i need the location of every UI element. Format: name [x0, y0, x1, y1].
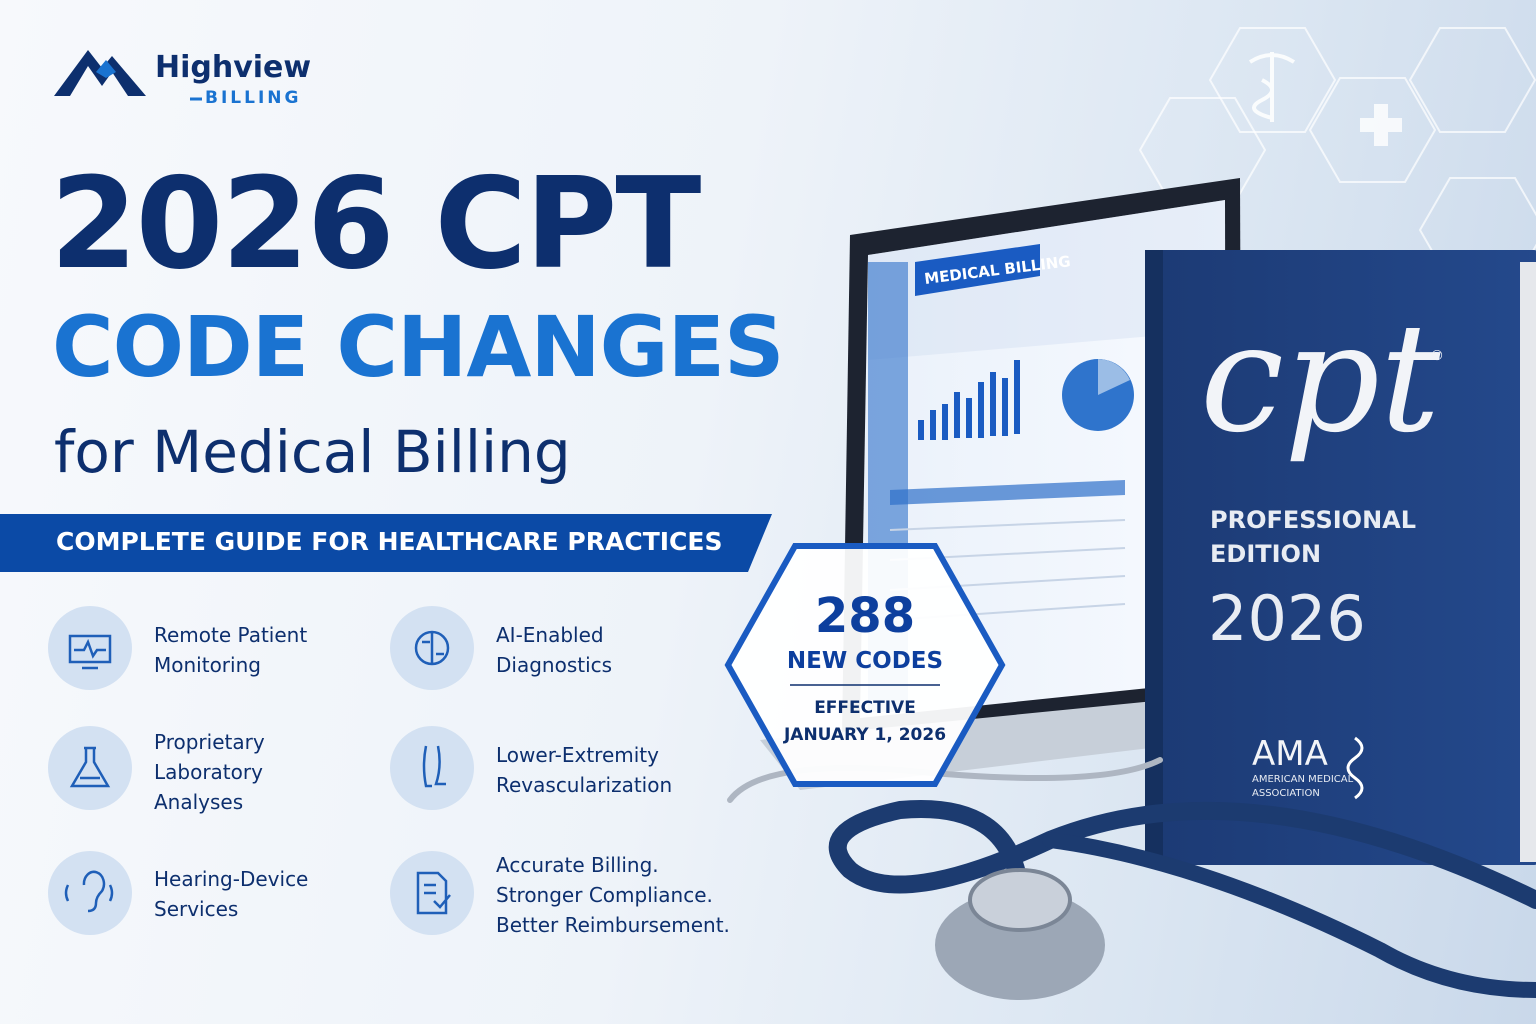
feature-text: Analyses [154, 790, 244, 814]
badge-label: NEW CODES [787, 648, 943, 674]
screen-bars [918, 360, 1020, 440]
feature-icon [414, 630, 450, 666]
feature-icon [422, 745, 446, 788]
logo-peak [96, 60, 116, 78]
badge-effective: EFFECTIVE [814, 698, 916, 718]
feature: Accurate Billing. Stronger Compliance. Bet… [496, 850, 730, 940]
feature-icon-bg [48, 726, 132, 810]
feature-text: Remote Patient [154, 623, 308, 647]
headline: 2026 CPT [50, 150, 701, 297]
feature: Remote Patient Monitoring [154, 620, 307, 680]
book-edition: PROFESSIONAL [1210, 506, 1416, 534]
feature-text: Monitoring [154, 653, 261, 677]
feature-text: Stronger Compliance. [496, 883, 713, 907]
book-spine [1145, 250, 1163, 865]
screen-pie-slice [1098, 359, 1130, 395]
feature-text: Lower-Extremity [496, 743, 659, 767]
book-pages [1520, 262, 1536, 862]
caduceus-icon [1248, 52, 1296, 122]
banner-bg [0, 514, 772, 572]
feature-text: Services [154, 897, 239, 921]
feature-icon-bg [48, 851, 132, 935]
chest-piece-top [968, 868, 1072, 932]
feature: Hearing-Device Services [154, 864, 308, 924]
book-title: cpt [1200, 292, 1441, 466]
feature-text: Hearing-Device [154, 867, 309, 891]
book-publisher: AMA [1252, 734, 1328, 774]
feature-text: Laboratory [154, 760, 263, 784]
feature-icon [69, 746, 111, 788]
badge-date: JANUARY 1, 2026 [783, 725, 946, 745]
screen-panel [868, 200, 1225, 360]
badge-count: 288 [815, 588, 915, 644]
book-edition: EDITION [1210, 540, 1321, 568]
logo-tagline: BILLING [205, 88, 302, 108]
headline: CODE CHANGES [52, 298, 784, 396]
feature-text: Better Reimbursement. [496, 913, 730, 937]
book-year: 2026 [1208, 582, 1366, 655]
cpt-book [1145, 250, 1536, 865]
feature: Lower-Extremity Revascularization [496, 740, 672, 800]
feature-icon [416, 871, 451, 915]
subheadline: for Medical Billing [54, 418, 571, 486]
feature-icon [64, 870, 114, 913]
badge-hex [724, 543, 1006, 787]
feature-icon-bg [390, 726, 474, 810]
cross-icon [1360, 104, 1402, 146]
feature-text: Accurate Billing. [496, 853, 659, 877]
book-publisher-name: AMERICAN MEDICAL [1252, 774, 1354, 785]
logo-name: Highview [155, 50, 312, 85]
screen-header [915, 244, 1040, 296]
feature: AI-Enabled Diagnostics [496, 620, 612, 680]
banner-text: COMPLETE GUIDE FOR HEALTHCARE PRACTICES [56, 527, 723, 556]
feature-text: AI-Enabled [496, 623, 604, 647]
book-publisher-name: ASSOCIATION [1252, 788, 1320, 799]
feature-text: Proprietary [154, 730, 265, 754]
feature: Proprietary Laboratory Analyses [154, 727, 265, 817]
feature-text: Revascularization [496, 773, 673, 797]
screen-table-head [890, 480, 1125, 505]
book-mark: ® [1430, 348, 1444, 364]
feature-icon [68, 634, 112, 670]
feature-text: Diagnostics [496, 653, 613, 677]
ama-logo [1346, 736, 1364, 800]
